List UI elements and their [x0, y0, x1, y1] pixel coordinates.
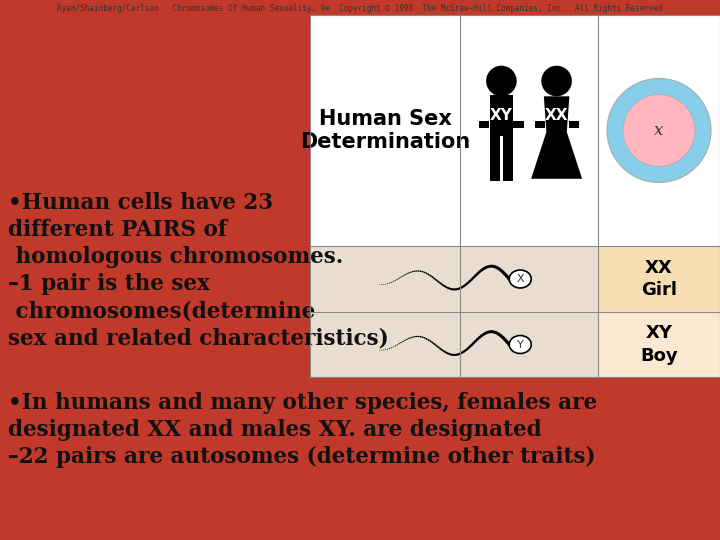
- Bar: [598, 312, 720, 377]
- Text: XX: XX: [545, 107, 568, 123]
- Polygon shape: [544, 96, 570, 132]
- Text: •Human cells have 23
different PAIRS of
 homologous chromosomes.
–1 pair is the : •Human cells have 23 different PAIRS of …: [8, 192, 389, 349]
- Bar: [310, 246, 598, 312]
- Bar: [534, 121, 545, 128]
- Text: X: X: [516, 274, 524, 284]
- Bar: [598, 246, 720, 312]
- Bar: [490, 136, 500, 181]
- Bar: [460, 15, 598, 246]
- Ellipse shape: [509, 335, 531, 354]
- Bar: [503, 136, 513, 181]
- Bar: [513, 121, 523, 128]
- Text: XX
Girl: XX Girl: [641, 259, 677, 299]
- Circle shape: [607, 78, 711, 183]
- Text: •In humans and many other species, females are
designated XX and males XY. are d: •In humans and many other species, femal…: [8, 392, 597, 468]
- Bar: [310, 15, 720, 377]
- Bar: [598, 15, 720, 246]
- Text: Ryan/Shainberg/Carlson   Chromosomes Of Human Sexuality, 9e  Copyright © 1998  T: Ryan/Shainberg/Carlson Chromosomes Of Hu…: [57, 4, 663, 13]
- Polygon shape: [531, 132, 582, 179]
- Circle shape: [486, 66, 517, 96]
- Text: Y: Y: [517, 340, 523, 349]
- Text: Human Sex
Determination: Human Sex Determination: [300, 109, 470, 152]
- Text: x: x: [654, 122, 664, 139]
- Bar: [310, 15, 460, 246]
- Bar: [480, 121, 490, 128]
- Ellipse shape: [509, 270, 531, 288]
- Text: XY
Boy: XY Boy: [640, 325, 678, 364]
- Bar: [569, 121, 579, 128]
- Circle shape: [623, 94, 695, 166]
- Text: XY: XY: [490, 107, 513, 123]
- Bar: [490, 96, 513, 136]
- Bar: [310, 312, 598, 377]
- Circle shape: [541, 66, 572, 96]
